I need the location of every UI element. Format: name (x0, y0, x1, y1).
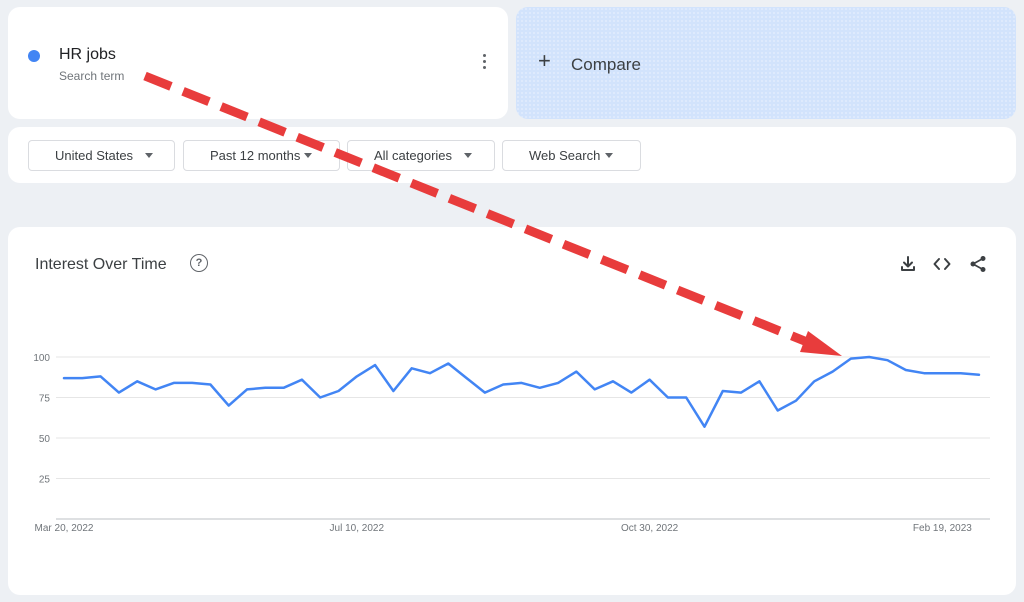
series-line (62, 355, 981, 428)
y-tick-label: 25 (39, 475, 51, 486)
compare-label: Compare (571, 55, 641, 74)
x-tick-label: Oct 30, 2022 (621, 523, 679, 534)
search-term-type: Search term (59, 69, 125, 83)
chart-title: Interest Over Time (35, 256, 167, 273)
plus-icon: + (538, 48, 551, 73)
series-color-dot (28, 50, 40, 62)
search-term-name[interactable]: HR jobs (59, 46, 116, 63)
download-icon[interactable] (898, 254, 918, 274)
embed-code-icon[interactable] (932, 254, 952, 274)
x-tick-label: Feb 19, 2023 (913, 523, 972, 534)
more-options-icon[interactable] (474, 51, 494, 71)
x-tick-label: Mar 20, 2022 (35, 523, 94, 534)
share-icon[interactable] (968, 254, 988, 274)
y-tick-label: 75 (39, 394, 51, 405)
y-tick-label: 50 (39, 434, 51, 445)
region-filter-label: United States (55, 148, 134, 163)
x-tick-label: Jul 10, 2022 (330, 523, 385, 534)
y-tick-label: 100 (33, 353, 50, 364)
